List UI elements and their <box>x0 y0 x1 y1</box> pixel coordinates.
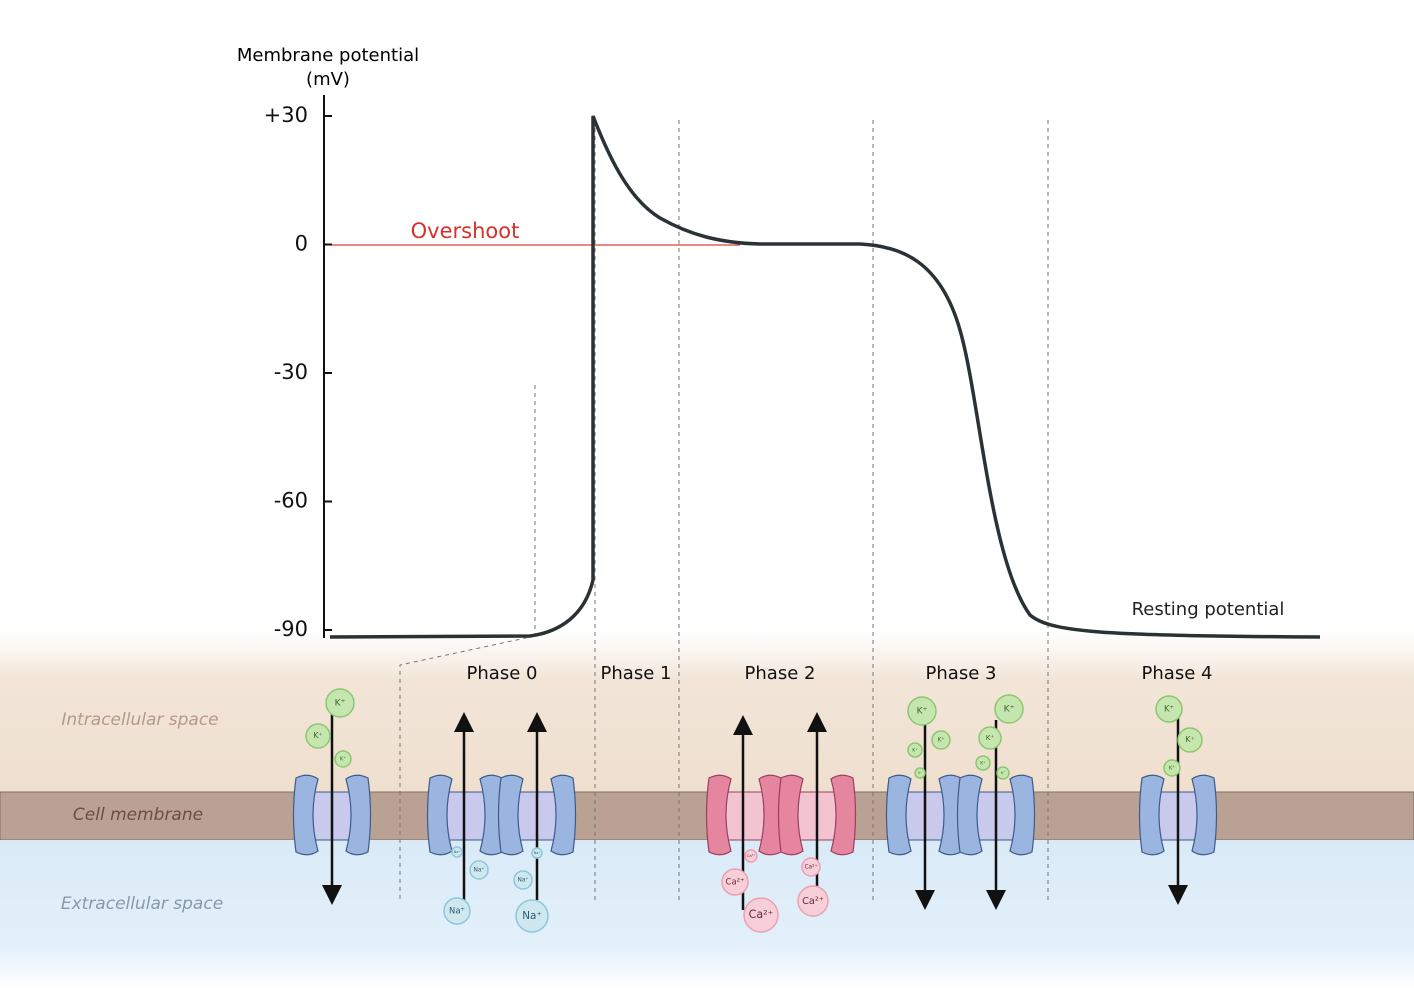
ion-label: K⁺ <box>340 757 346 763</box>
channel-subunit <box>777 774 804 856</box>
region-label: Intracellular space <box>61 710 218 730</box>
ion-channel <box>885 774 965 856</box>
ion-label: K⁺ <box>335 699 346 709</box>
ion-bubble <box>531 847 543 859</box>
y-tick-label: +30 <box>264 103 308 127</box>
ion-bubble <box>743 897 779 933</box>
channel-subunit <box>705 774 732 856</box>
ion-bubble <box>1155 695 1183 723</box>
ion-bubble <box>305 723 331 749</box>
ion-label: Na⁺ <box>449 906 465 916</box>
ion-label: K⁺ <box>1004 705 1015 715</box>
channel-subunit <box>550 774 577 856</box>
channel-subunit <box>292 774 319 856</box>
ion-bubble <box>1163 759 1181 777</box>
ion-label: Ca²⁺ <box>749 908 774 921</box>
ion-label: Na⁺ <box>522 910 542 922</box>
channel-subunit <box>1191 774 1218 856</box>
extracellular-bg <box>0 840 1414 990</box>
ion-channel <box>426 774 506 856</box>
axis-unit: (mV) <box>306 69 350 90</box>
ion-bubble <box>907 742 923 758</box>
channel-subunit <box>830 774 857 856</box>
channel-subunit <box>885 774 912 856</box>
ion-bubble <box>978 726 1002 750</box>
ion-label: K⁺ <box>918 771 922 775</box>
channel-subunit <box>1009 774 1036 856</box>
phase-label: Phase 2 <box>745 663 816 684</box>
phase-label: Phase 3 <box>926 663 997 684</box>
y-tick-label: 0 <box>295 232 308 256</box>
ion-bubble <box>513 870 533 890</box>
ion-label: K⁺ <box>912 748 918 754</box>
ion-label: K⁺ <box>1001 770 1006 775</box>
ion-bubble <box>334 750 352 768</box>
ion-label: Na⁺ <box>473 867 484 874</box>
ion-bubble <box>469 860 489 880</box>
phase-label: Phase 1 <box>601 663 672 684</box>
resting-label: Resting potential <box>1132 599 1285 620</box>
region-label: Extracellular space <box>61 894 223 914</box>
ion-bubble <box>994 694 1024 724</box>
phase-label: Phase 4 <box>1142 663 1213 684</box>
ion-label: Ca²⁺ <box>802 896 824 907</box>
ion-bubble <box>443 897 471 925</box>
ion-bubble <box>451 846 463 858</box>
ion-label: Na⁺ <box>534 851 540 855</box>
ion-label: K⁺ <box>917 707 928 717</box>
phase-label: Phase 0 <box>467 663 538 684</box>
channel-subunit <box>956 774 983 856</box>
ion-label: Na⁺ <box>454 850 460 854</box>
action-potential-curve <box>329 115 1321 639</box>
phase-dividers <box>399 120 1049 900</box>
axis-title: Membrane potential <box>237 45 419 66</box>
y-tick-label: -60 <box>274 489 308 513</box>
y-tick-label: -30 <box>274 360 308 384</box>
channel-subunit <box>1138 774 1165 856</box>
ion-channel <box>292 774 372 856</box>
ion-label: Ca²⁺ <box>804 864 817 871</box>
ion-label: K⁺ <box>1185 735 1194 744</box>
channel-pore <box>443 791 489 841</box>
ion-label: Ca²⁺ <box>747 853 756 858</box>
ion-label: K⁺ <box>1164 704 1174 714</box>
ion-channel <box>705 774 785 856</box>
ion-bubble <box>744 849 758 863</box>
ion-bubble <box>515 899 549 933</box>
ion-label: Ca²⁺ <box>726 877 745 887</box>
ion-bubble <box>721 868 749 896</box>
y-tick-label: -90 <box>274 617 308 641</box>
ion-bubble <box>801 857 821 877</box>
ion-bubble <box>1177 727 1203 753</box>
region-label: Cell membrane <box>73 805 203 825</box>
ion-label: Na⁺ <box>517 877 528 884</box>
ion-bubble <box>325 688 355 718</box>
ion-label: K⁺ <box>313 731 322 740</box>
ion-bubble <box>797 885 829 917</box>
ion-bubble <box>975 755 991 771</box>
ion-label: K⁺ <box>986 733 995 742</box>
channel-subunit <box>345 774 372 856</box>
channel-subunit <box>497 774 524 856</box>
channel-pore <box>722 791 768 841</box>
overshoot-label: Overshoot <box>411 219 520 243</box>
ion-bubble <box>907 696 937 726</box>
ion-label: K⁺ <box>938 737 945 744</box>
ion-label: K⁺ <box>1169 766 1175 772</box>
ion-bubble <box>914 767 926 779</box>
ion-bubble <box>931 730 951 750</box>
ion-label: K⁺ <box>980 761 986 767</box>
ion-bubble <box>996 766 1010 780</box>
